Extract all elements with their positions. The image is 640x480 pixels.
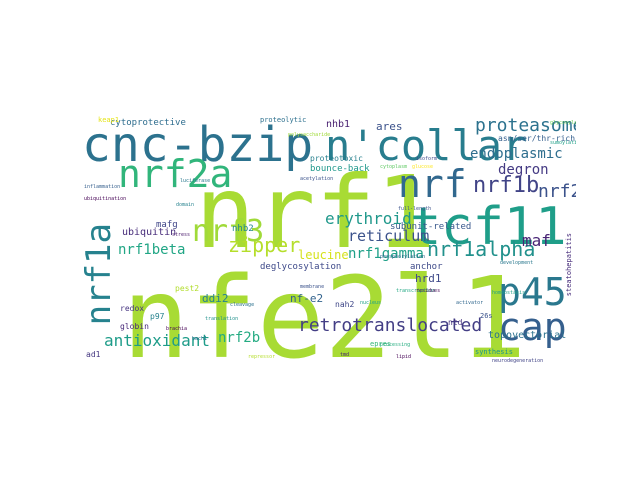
word: anchor <box>410 262 443 272</box>
word-cloud: nfe2l1 nrf1 cnc-bzip n'collar tcf11 nrf2… <box>80 113 576 363</box>
word: residues <box>416 288 441 294</box>
word: 26s <box>480 312 493 320</box>
word: domain <box>176 202 195 208</box>
word: brachia <box>166 326 188 332</box>
word: nrf1beta <box>118 242 186 258</box>
word: homeostasis <box>492 290 526 296</box>
word: topovectorial <box>488 330 567 341</box>
word: nrf1b <box>473 173 540 198</box>
word: isoform <box>416 156 438 162</box>
word: zipper <box>228 233 301 257</box>
word: cytoplasm <box>380 164 408 170</box>
word: erythroid <box>325 209 412 228</box>
word: acetylation <box>300 176 334 182</box>
word: keap1 <box>98 116 120 124</box>
word: hrd1 <box>415 272 442 285</box>
word: reticulum <box>348 227 430 245</box>
word: phosphorylation <box>380 254 426 260</box>
word: nrf1gamma <box>348 246 424 262</box>
word: glycosylation <box>550 120 576 126</box>
word: steatohepatitis <box>565 233 573 297</box>
word: ares <box>376 120 403 133</box>
word: transcription <box>396 288 436 294</box>
word: nah2 <box>335 300 355 309</box>
word: translation <box>205 316 239 322</box>
word: inflammation <box>84 184 121 190</box>
word: cnc-bzip <box>82 117 314 173</box>
word: degron <box>498 162 549 178</box>
word: mafg <box>156 220 178 230</box>
word: ntd <box>448 318 463 327</box>
word: endoplasmic <box>470 146 563 162</box>
word: luciferase <box>180 178 211 184</box>
word: nrf2a <box>118 152 233 196</box>
word: proteotoxic <box>310 154 363 163</box>
word: processing <box>380 342 411 348</box>
word: nrf2 <box>538 181 576 202</box>
word: nucleus <box>360 300 382 306</box>
word: nrf <box>398 162 467 206</box>
word: activator <box>456 300 484 306</box>
word: redox <box>120 304 145 313</box>
word: epres <box>370 340 392 348</box>
word: polysaccharide <box>288 132 331 138</box>
word: ad1 <box>86 350 101 359</box>
word: cytoprotective <box>110 118 186 128</box>
word: nrf3 <box>192 214 265 249</box>
word: tmd <box>340 352 350 358</box>
word: asn/ser/thr-rich <box>498 134 576 143</box>
word: nrf1alpha <box>427 237 536 261</box>
word: nhb2 <box>232 224 254 234</box>
word: bach1 <box>192 336 208 342</box>
word: development <box>500 260 534 266</box>
word: ubiquitin <box>122 227 177 238</box>
word: tcf11 <box>410 197 567 257</box>
word: nrf2b <box>218 330 261 346</box>
word: p45 <box>498 270 567 314</box>
word: cleavage <box>230 302 255 308</box>
word: glucose <box>412 164 434 170</box>
word: proteasomes <box>475 115 576 136</box>
word: retrotranslocated <box>298 315 483 336</box>
word: proteolytic <box>260 116 307 124</box>
word: stress <box>172 232 191 238</box>
word: leucine <box>298 248 349 262</box>
word: maf <box>522 231 551 250</box>
word: ddi2 <box>202 292 229 305</box>
word: repressor <box>248 354 276 360</box>
word: synthesis <box>475 348 513 356</box>
word: n'collar <box>325 121 528 170</box>
word: nrf1 <box>195 154 436 271</box>
word: bounce-back <box>310 164 370 174</box>
word: cap <box>498 305 567 349</box>
word: ubiquitination <box>84 196 127 202</box>
word: pest2 <box>175 284 200 293</box>
word: p97 <box>150 312 165 321</box>
word: neurodegeneration <box>492 358 544 364</box>
word: nfe2l1 <box>122 254 527 363</box>
word: globin <box>120 322 149 331</box>
word: antioxidant <box>104 331 210 350</box>
word: nhb1 <box>326 119 351 130</box>
word: deglycosylation <box>260 262 342 272</box>
word: subunit-related <box>390 222 472 232</box>
word: nf-e2 <box>290 292 324 305</box>
word: full-length <box>398 206 432 212</box>
word: sumoylation <box>550 140 576 146</box>
word: membrane <box>300 284 325 290</box>
word: lipid <box>396 354 412 360</box>
word: nrf1a <box>80 223 119 326</box>
